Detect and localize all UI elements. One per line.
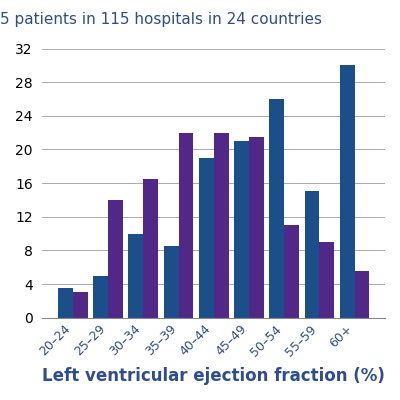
Bar	[108, 200, 123, 318]
Bar	[143, 179, 158, 318]
Bar	[355, 271, 370, 318]
Bar	[269, 99, 284, 318]
Bar	[164, 246, 178, 318]
Bar	[199, 158, 214, 318]
Bar	[93, 276, 108, 318]
Bar	[305, 192, 320, 318]
Bar	[340, 65, 355, 318]
Bar	[128, 234, 143, 318]
Bar	[214, 133, 228, 318]
Text: 5 patients in 115 hospitals in 24 countries: 5 patients in 115 hospitals in 24 countr…	[0, 12, 322, 27]
Bar	[58, 288, 73, 318]
Bar	[178, 133, 193, 318]
Bar	[284, 225, 299, 318]
Bar	[73, 292, 88, 318]
Bar	[320, 242, 334, 318]
Bar	[234, 141, 249, 318]
Bar	[249, 137, 264, 318]
X-axis label: Left ventricular ejection fraction (%): Left ventricular ejection fraction (%)	[42, 367, 385, 385]
